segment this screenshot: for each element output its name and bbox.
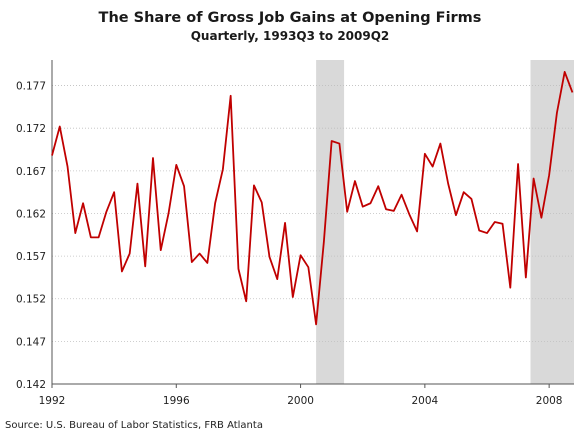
- x-tick-label: 2008: [536, 395, 563, 407]
- x-tick-label: 1996: [163, 395, 190, 407]
- y-tick-label: 0.142: [16, 379, 46, 391]
- x-tick-label: 1992: [39, 395, 66, 407]
- y-tick-label: 0.147: [16, 336, 46, 348]
- y-tick-label: 0.157: [16, 251, 46, 263]
- y-tick-label: 0.177: [16, 81, 46, 93]
- y-tick-label: 0.152: [16, 294, 46, 306]
- series-line-1: [51, 71, 574, 326]
- recession-shade-2: [530, 60, 574, 384]
- x-tick-label: 2004: [411, 395, 438, 407]
- chart-subtitle: Quarterly, 1993Q3 to 2009Q2: [191, 29, 390, 43]
- y-tick-label: 0.162: [16, 208, 46, 220]
- plot-area: 0.142 0.147 0.152 0.157 0.162 0.167 0.172 0.177…: [16, 60, 574, 407]
- y-tick-label: 0.167: [16, 166, 46, 178]
- source-note: Source: U.S. Bureau of Labor Statistics,…: [5, 420, 263, 431]
- chart-title: The Share of Gross Job Gains at Opening …: [99, 10, 482, 26]
- y-tick-label: 0.172: [16, 123, 46, 135]
- recession-shade-1: [316, 60, 345, 384]
- x-tick-label: 2000: [287, 395, 314, 407]
